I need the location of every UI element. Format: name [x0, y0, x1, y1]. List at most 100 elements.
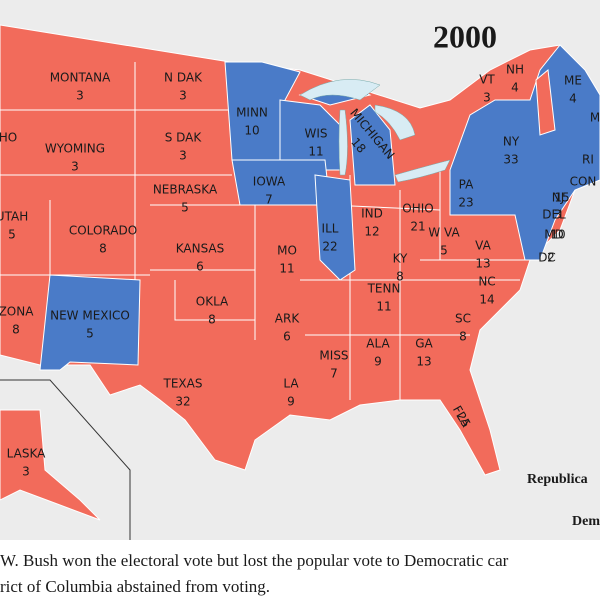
electoral-votes: 25	[454, 410, 474, 430]
state-label: NEBRASKA 5	[153, 183, 218, 215]
state-name: ALA	[366, 337, 390, 351]
state-label: RI	[582, 153, 594, 167]
state-label: MISS 7	[319, 349, 348, 381]
state-name: RI	[582, 153, 594, 167]
state-name: ME	[564, 74, 582, 88]
state-name: W VA	[428, 226, 460, 240]
state-label: NY 33	[503, 135, 520, 167]
electoral-votes: 8	[459, 330, 467, 344]
state-name: MONTANA	[50, 71, 111, 85]
state-name: GA	[415, 337, 433, 351]
state-name: IND	[361, 207, 383, 221]
electoral-votes: 3	[179, 149, 187, 163]
electoral-votes: 8	[99, 242, 107, 256]
electoral-votes: 12	[364, 225, 379, 239]
state-label: NEW MEXICO 5	[50, 309, 130, 341]
state-name: WYOMING	[45, 142, 105, 156]
electoral-votes: 3	[76, 89, 84, 103]
state-name: LA	[283, 377, 299, 391]
state-label: IOWA 7	[253, 175, 286, 207]
state-name: NEW MEXICO	[50, 309, 130, 323]
electoral-votes: 6	[283, 330, 291, 344]
state-name: OHIO	[402, 202, 433, 216]
state-name: CON	[570, 175, 597, 189]
state-name: M	[590, 111, 600, 125]
electoral-votes: 7	[330, 367, 338, 381]
state-label: CON	[570, 175, 597, 189]
state-label: KY 8	[393, 252, 408, 284]
caption: W. Bush won the electoral vote but lost …	[0, 551, 509, 570]
state-label: LA 9	[283, 377, 299, 409]
state-label: NH 4	[506, 63, 524, 95]
state-label: MINN 10	[236, 106, 268, 138]
state-name: NEBRASKA	[153, 183, 218, 197]
state-label: VA 13	[475, 239, 491, 271]
electoral-votes: 22	[322, 240, 337, 254]
electoral-votes: 32	[175, 395, 190, 409]
state-name: VT	[479, 73, 495, 87]
state-label: NC 14	[478, 275, 495, 307]
nh-shape	[535, 69, 556, 136]
state-label: IND 12	[361, 207, 383, 239]
state-label: GA 13	[415, 337, 433, 369]
electoral-votes: 23	[458, 196, 473, 210]
electoral-votes: 7	[265, 193, 273, 207]
electoral-votes: 11	[279, 262, 294, 276]
electoral-votes: 9	[287, 395, 295, 409]
state-label: WIS 11	[304, 127, 327, 159]
title: 2000	[433, 18, 497, 54]
state-label: MO 11	[277, 244, 297, 276]
state-label: N DAK 3	[164, 71, 203, 103]
electoral-votes: 5	[8, 228, 16, 242]
state-label: OHIO 21	[402, 202, 433, 234]
electoral-votes: 13	[475, 257, 490, 271]
state-name: PA	[459, 178, 474, 192]
electoral-votes: 8	[12, 323, 20, 337]
electoral-votes: 3	[554, 208, 562, 222]
state-label: ZONA 8	[0, 305, 34, 337]
state-label: UTAH 5	[0, 210, 28, 242]
state-label: LASKA 3	[7, 447, 46, 479]
state-name: SC	[455, 312, 471, 326]
lakes	[299, 79, 451, 183]
electoral-votes: 5	[86, 327, 94, 341]
electoral-votes: 14	[479, 293, 494, 307]
state-name: DC	[538, 251, 556, 265]
state-name: MO	[277, 244, 297, 258]
state-label: VT 3	[479, 73, 495, 105]
state-label: KANSAS 6	[176, 242, 225, 274]
state-name: TEXAS	[163, 377, 203, 391]
electoral-votes: 13	[416, 355, 431, 369]
state-name: MISS	[319, 349, 348, 363]
state-label: COLORADO 8	[69, 224, 137, 256]
state-name: COLORADO	[69, 224, 137, 238]
state-label: ME 4	[564, 74, 582, 106]
state-name: NJ	[552, 191, 565, 205]
alaska-shape	[0, 409, 101, 521]
electoral-votes: 2	[547, 251, 555, 265]
caption: rict of Columbia abstained from voting.	[0, 577, 270, 596]
state-name: IOWA	[253, 175, 286, 189]
electoral-votes: 5	[440, 244, 448, 258]
state-name: DEL	[542, 208, 566, 222]
state-name: TENN	[367, 282, 401, 296]
electoral-votes: 33	[503, 153, 518, 167]
state-label: DC2	[538, 251, 556, 265]
state-label: ARK 6	[275, 312, 301, 344]
electoral-votes: 15	[554, 191, 569, 205]
electoral-votes: 8	[208, 313, 216, 327]
state-name: VA	[475, 239, 491, 253]
state-name: ARK	[275, 312, 301, 326]
electoral-votes: 9	[374, 355, 382, 369]
state-label: OKLA 8	[196, 295, 229, 327]
state-name: NC	[478, 275, 495, 289]
state-name: NY	[503, 135, 520, 149]
state-label: ALA 9	[366, 337, 390, 369]
state-name: KANSAS	[176, 242, 225, 256]
state-label: TENN 11	[367, 282, 401, 314]
state-label: ILL 22	[322, 222, 339, 254]
land	[0, 24, 600, 476]
